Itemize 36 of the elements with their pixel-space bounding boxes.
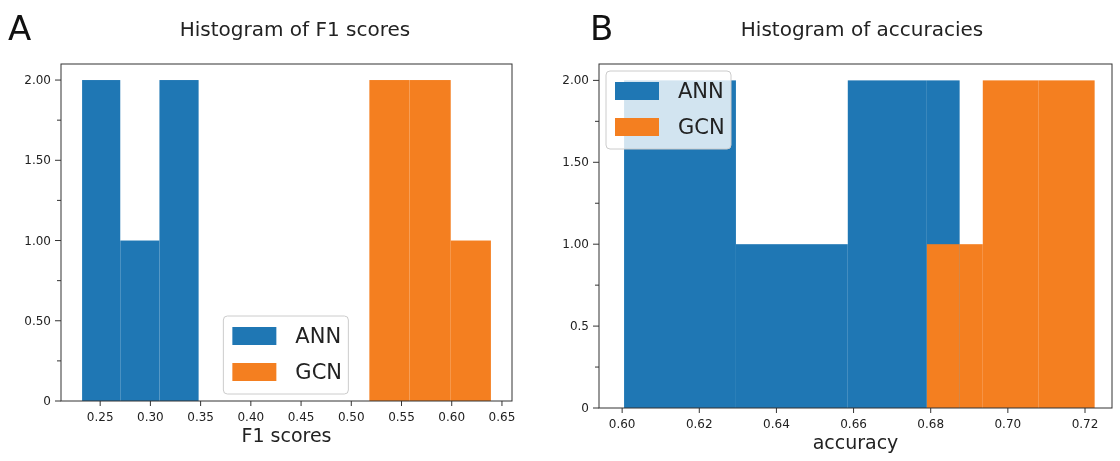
y-tick-label: 2.00 [562, 73, 589, 88]
y-tick-label: 1.00 [562, 237, 589, 252]
x-tick-label: 0.40 [237, 410, 265, 424]
x-axis-title: F1 scores [241, 424, 332, 446]
legend-label: ANN [678, 79, 724, 103]
x-tick-label: 0.25 [86, 410, 114, 424]
y-tick-label: 0 [581, 401, 589, 415]
x-tick-label: 0.62 [685, 417, 713, 431]
x-tick-label: 0.55 [388, 410, 415, 424]
x-tick-label: 0.64 [763, 417, 790, 431]
x-tick-label: 0.65 [488, 410, 516, 424]
chart-title: Histogram of accuracies [740, 17, 984, 41]
legend-label: GCN [295, 360, 343, 384]
x-tick-label: 0.35 [187, 410, 214, 424]
y-tick-label: 0.50 [24, 313, 51, 328]
text: B [590, 8, 614, 48]
legend-label: GCN [678, 115, 725, 139]
x-tick-label: 0.30 [137, 410, 164, 424]
text: A [8, 8, 32, 48]
x-tick-label: 0.45 [287, 410, 315, 424]
legend-label: ANN [295, 324, 342, 348]
y-tick-label: 1.50 [562, 155, 589, 170]
x-tick-label: 0.60 [438, 410, 466, 424]
y-tick-label: 0.5 [569, 319, 589, 334]
y-tick-label: 2.00 [24, 73, 51, 88]
x-tick-label: 0.68 [917, 417, 945, 431]
y-tick-label: 1.50 [24, 153, 51, 168]
chart-title: Histogram of F1 scores [179, 17, 411, 41]
x-tick-label: 0.50 [337, 410, 365, 424]
x-tick-label: 0.70 [994, 417, 1022, 431]
x-tick-label: 0.72 [1071, 417, 1099, 431]
x-tick-label: 0.66 [840, 417, 867, 431]
y-tick-label: 0 [43, 394, 51, 408]
x-axis-title: accuracy [812, 431, 899, 453]
y-tick-label: 1.00 [24, 233, 51, 248]
x-tick-label: 0.60 [608, 417, 636, 431]
